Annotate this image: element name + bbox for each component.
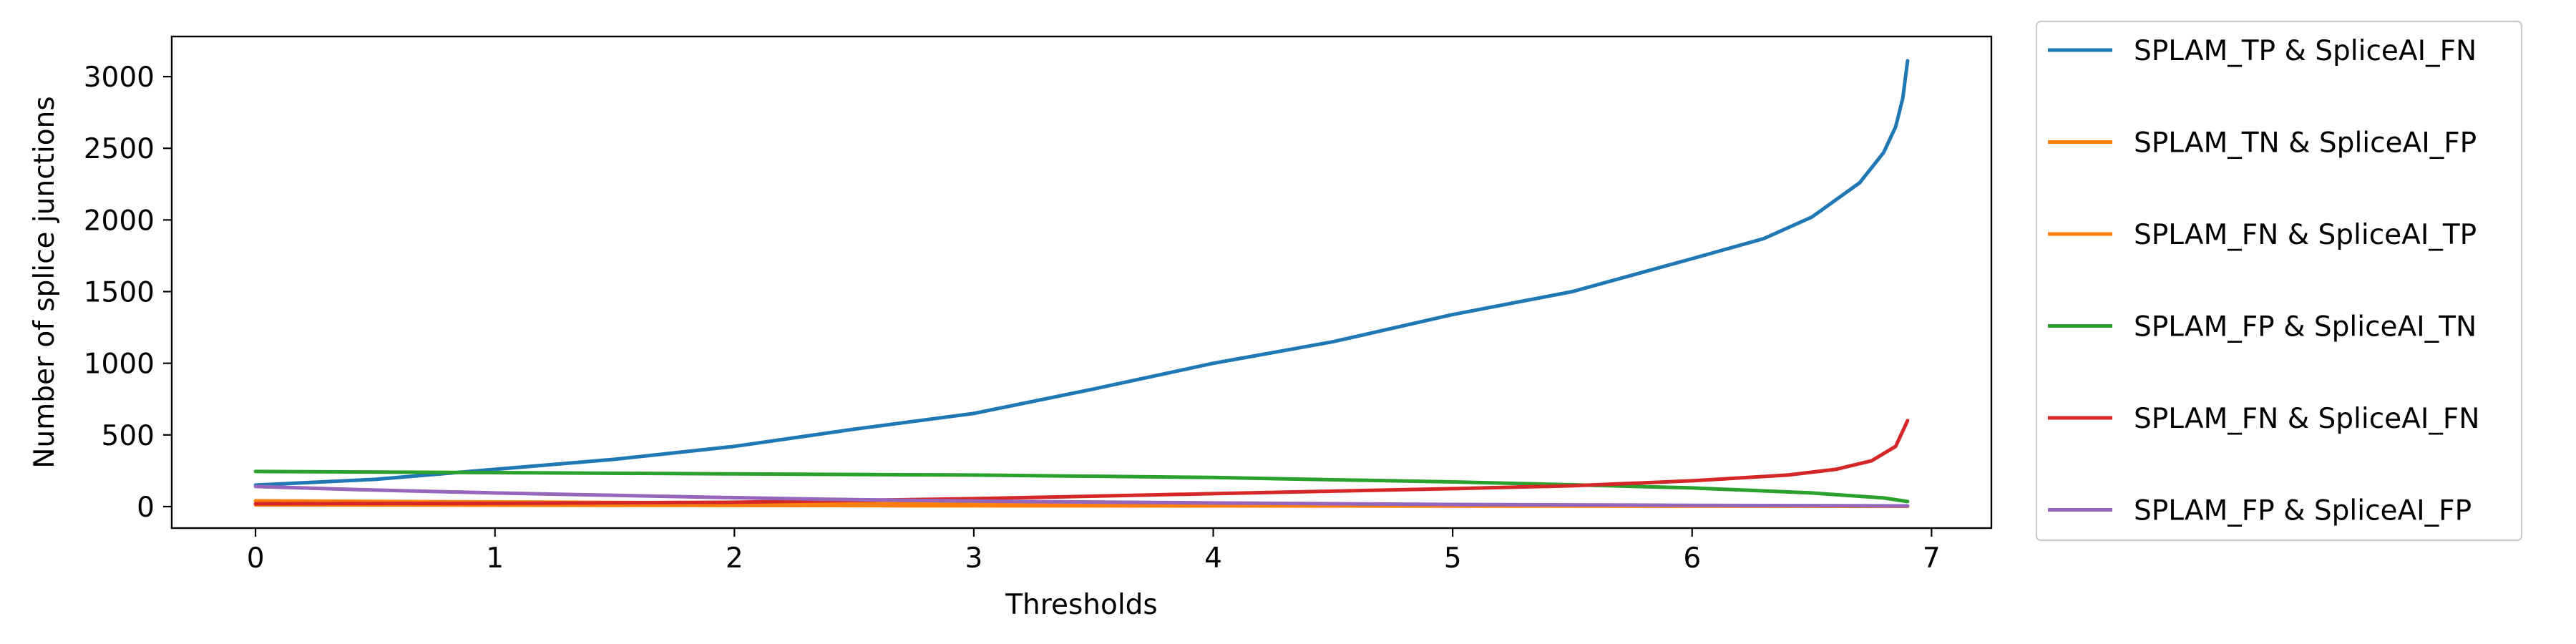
- x-axis-label: Thresholds: [1005, 589, 1158, 621]
- legend-entry-label: SPLAM_FP & SpliceAI_FP: [2134, 495, 2472, 527]
- axes-frame: [170, 35, 1993, 530]
- legend-entry-label: SPLAM_FN & SpliceAI_FN: [2134, 403, 2479, 435]
- y-tick-label: 2000: [84, 205, 155, 237]
- series-line-4: [253, 469, 1910, 504]
- plot-area: [253, 59, 1910, 509]
- x-tick-label: 4: [1204, 542, 1222, 575]
- y-tick-label: 1000: [84, 348, 155, 381]
- x-tick-label: 0: [247, 542, 265, 575]
- series-line-6: [253, 484, 1910, 508]
- x-tick-label: 2: [726, 542, 743, 575]
- legend-entry-label: SPLAM_TN & SpliceAI_FP: [2134, 127, 2477, 160]
- series-line-1: [253, 59, 1910, 487]
- legend-frame: [2035, 20, 2523, 542]
- x-tick-label: 5: [1444, 542, 1462, 575]
- x-tick-label: 6: [1683, 542, 1701, 575]
- axes: 0 1 2 3 4 5 6 7 0 500 1000 1500 2000 2500 3000: [84, 35, 1993, 575]
- legend-entry-label: SPLAM_FP & SpliceAI_TN: [2134, 311, 2477, 343]
- y-tick-label: 1500: [84, 277, 155, 309]
- legend-entry-label: SPLAM_FN & SpliceAI_TP: [2134, 219, 2477, 251]
- x-tick-label: 1: [486, 542, 504, 575]
- legend: SPLAM_TP & SpliceAI_FN SPLAM_TN & SpliceA…: [2035, 20, 2523, 542]
- series-line-5: [253, 419, 1910, 506]
- x-tick-label: 7: [1923, 542, 1941, 575]
- y-tick-label: 500: [102, 420, 155, 452]
- y-tick-label: 3000: [84, 62, 155, 94]
- y-tick-label: 2500: [84, 133, 155, 165]
- x-tick-label: 3: [965, 542, 983, 575]
- y-axis-label: Number of splice junctions: [29, 96, 61, 468]
- legend-entry-label: SPLAM_TP & SpliceAI_FN: [2134, 35, 2477, 67]
- y-tick-label: 0: [137, 492, 155, 524]
